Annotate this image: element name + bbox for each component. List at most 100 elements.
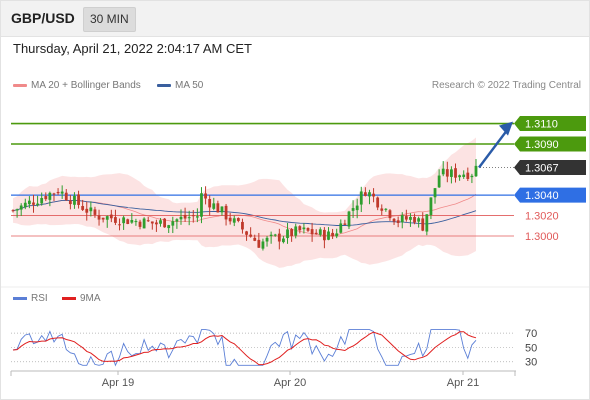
x-tick-label-0: Apr 19: [102, 377, 134, 389]
candle-body: [195, 216, 199, 218]
candle-body: [142, 218, 146, 229]
candle-body: [167, 225, 171, 229]
candle-body: [441, 168, 445, 175]
candle-body: [109, 214, 113, 219]
candle-body: [466, 172, 470, 179]
candle-body: [212, 203, 216, 209]
chart-header: GBP/USD 30 MIN: [0, 0, 590, 37]
candle-body: [392, 218, 396, 222]
level-tag-1-3040: 1.3040: [514, 187, 586, 203]
candle-body: [351, 208, 355, 211]
candle-body: [48, 192, 52, 200]
candle-body: [470, 175, 474, 178]
legend-swatch-bollinger: [13, 83, 27, 87]
candle-body: [327, 231, 330, 240]
candle-body: [409, 216, 412, 220]
timeframe-button[interactable]: 30 MIN: [83, 7, 136, 32]
candle-body: [282, 238, 285, 243]
candle-body: [179, 216, 183, 220]
level-tag-bg: [514, 187, 586, 203]
level-tag-text: 1.3110: [525, 119, 558, 131]
candle-body: [261, 241, 265, 249]
candle-body: [81, 206, 85, 210]
candle-body: [454, 168, 457, 178]
level-tag-bg: [514, 116, 586, 132]
candle-body: [60, 191, 64, 194]
candle-body: [204, 193, 207, 199]
candle-body: [64, 192, 68, 201]
candle-body: [318, 229, 322, 235]
candle-body: [286, 229, 289, 239]
candle-body: [138, 221, 142, 227]
candle-body: [306, 228, 310, 231]
candle-body: [171, 221, 175, 226]
candle-body: [36, 203, 39, 206]
rsi-9ma-line: [12, 331, 477, 366]
candle-body: [228, 217, 232, 222]
candle-body: [413, 216, 416, 223]
candle-body: [126, 219, 130, 224]
candles-group: [11, 158, 478, 251]
candle-body: [433, 188, 437, 198]
chart-datetime: Thursday, April 21, 2022 2:04:17 AM CET: [13, 41, 252, 56]
candle-body: [155, 222, 158, 225]
candle-body: [314, 232, 318, 235]
x-tick-label-2: Apr 21: [447, 377, 479, 389]
level-tag-text: 1.3040: [525, 190, 559, 202]
candle-body: [19, 205, 23, 210]
level-tag-1-3067: 1.3067: [514, 160, 586, 176]
candle-body: [462, 174, 466, 177]
candle-body: [15, 209, 19, 211]
candle-body: [450, 169, 453, 177]
candle-body: [32, 202, 35, 205]
candle-body: [458, 175, 462, 178]
candle-body: [101, 217, 105, 220]
candle-body: [68, 200, 72, 205]
candle-body: [445, 169, 449, 177]
candle-body: [245, 231, 248, 235]
candle-body: [183, 214, 187, 219]
candle-body: [343, 223, 347, 225]
candle-body: [290, 229, 294, 237]
candle-body: [302, 227, 306, 230]
candle-body: [23, 202, 27, 208]
candle-body: [380, 208, 384, 211]
level-tag-text: 1.3090: [525, 139, 559, 151]
level-tag-text: 1.3067: [525, 163, 559, 175]
candle-body: [150, 221, 154, 224]
candle-body: [372, 193, 375, 197]
copyright-text: Research © 2022 Trading Central: [431, 80, 581, 91]
candle-body: [118, 224, 121, 226]
candle-body: [232, 218, 236, 223]
candle-body: [200, 193, 203, 217]
level-label-1-3000: 1.3000: [525, 231, 559, 243]
candle-body: [388, 210, 392, 219]
level-tag-1-3110: 1.3110: [514, 116, 586, 132]
candle-body: [265, 237, 269, 242]
candle-body: [339, 223, 343, 233]
legend-label-ma50: MA 50: [175, 80, 204, 91]
candle-body: [310, 229, 314, 235]
candle-body: [294, 226, 298, 236]
candle-body: [208, 199, 212, 208]
candle-body: [11, 210, 15, 212]
candle-body: [429, 197, 433, 215]
candle-body: [40, 198, 44, 204]
candle-body: [97, 215, 101, 220]
candle-body: [474, 165, 478, 177]
candle-body: [122, 217, 126, 224]
candle-body: [105, 216, 109, 220]
candle-body: [363, 192, 367, 196]
candle-body: [355, 205, 359, 211]
candle-body: [134, 221, 138, 223]
candle-body: [85, 208, 89, 213]
candle-body: [257, 239, 261, 248]
candle-body: [376, 197, 380, 208]
level-label-1-3020: 1.3020: [525, 211, 559, 223]
candle-body: [335, 233, 339, 237]
legend-item-ma50: MA 50: [157, 80, 203, 91]
rsi-tick-label-50: 50: [525, 342, 537, 354]
candle-body: [359, 191, 363, 205]
candle-body: [146, 220, 150, 222]
